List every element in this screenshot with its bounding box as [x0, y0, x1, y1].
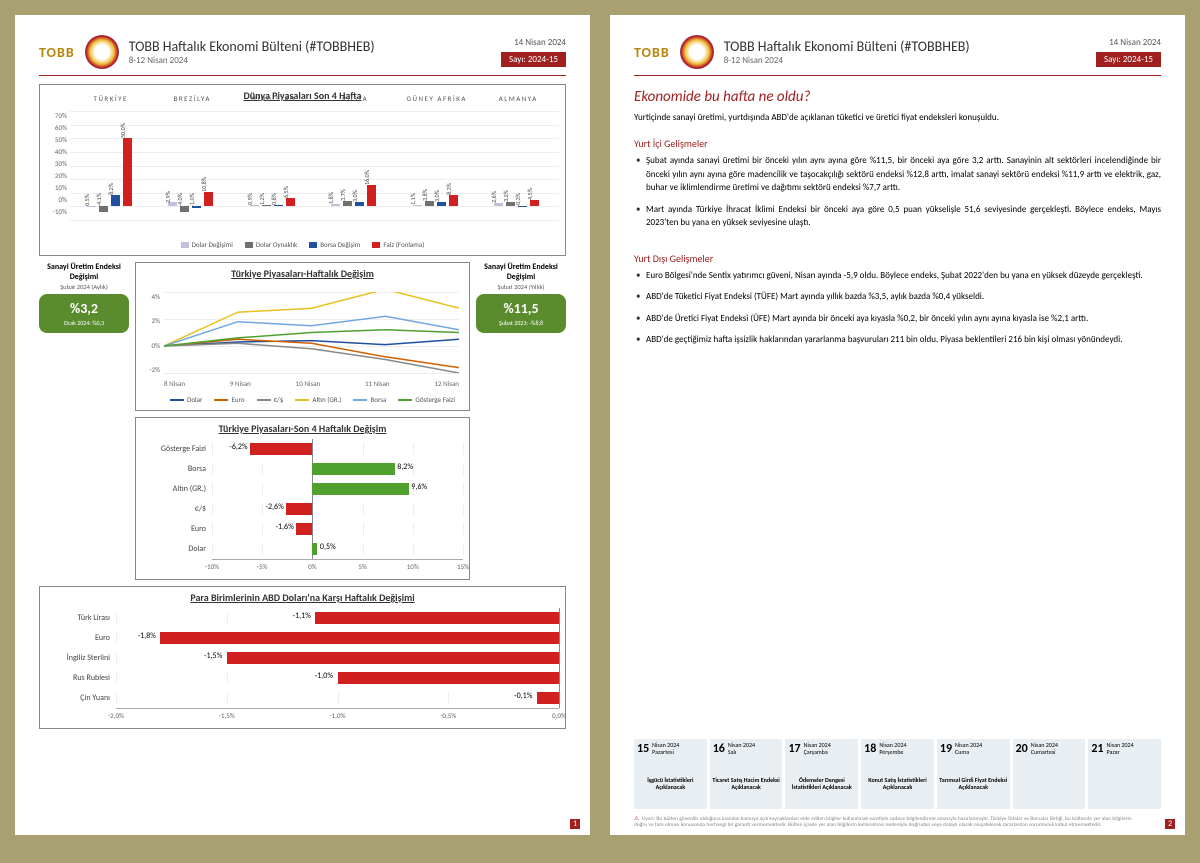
plot-area: TÜRKİYEBREZİLYAHİNDİSTANRUSYAGÜNEY AFRİK… — [70, 106, 559, 236]
tobb-logo-icon — [680, 35, 714, 69]
title-block: TOBB Haftalık Ekonomi Bülteni (#TOBBHEB)… — [724, 38, 1086, 66]
title-block: TOBB Haftalık Ekonomi Bülteni (#TOBBHEB)… — [129, 38, 491, 66]
lead-text: Yurtiçinde sanayi üretimi, yurtdışında A… — [634, 112, 1161, 123]
hbar-row: Dolar0,5% — [142, 539, 463, 559]
tobb-logo-icon — [85, 35, 119, 69]
kpi-badge: %11,5 Şubat 2023: -%8,8 — [476, 294, 566, 333]
date-range: 8-12 Nisan 2024 — [129, 55, 491, 66]
brand-text: TOBB — [634, 44, 670, 61]
issue-badge: Sayı: 2024-15 — [1096, 52, 1161, 67]
page-number: 2 — [1165, 819, 1175, 829]
publish-date: 14 Nisan 2024 — [501, 37, 566, 48]
list-item: Şubat ayında sanayi üretimi bir önceki y… — [634, 154, 1161, 195]
list-item: ABD'de Tüketici Fiyat Endeksi (TÜFE) Mar… — [634, 290, 1161, 304]
hbar-row: €/$-2,6% — [142, 499, 463, 519]
kpi-right: Sanayi Üretim Endeksi Değişimi Şubat 202… — [476, 262, 566, 411]
chart-title: Para Birimlerinin ABD Doları'na Karşı Ha… — [46, 591, 559, 604]
list-item: ABD'de geçtiğimiz hafta işsizlik hakları… — [634, 333, 1161, 347]
header: TOBB TOBB Haftalık Ekonomi Bülteni (#TOB… — [634, 35, 1161, 76]
disclaimer-text: Uyarı: Bu bülten güvenilir olduğuna inan… — [634, 816, 1145, 829]
calendar-cell: 15Nisan 2024Pazartesiİşgücü İstatistikle… — [634, 739, 707, 809]
kpi-title: Sanayi Üretim Endeksi Değişimi — [476, 262, 566, 282]
bulletin-title: TOBB Haftalık Ekonomi Bülteni (#TOBBHEB) — [724, 38, 1086, 55]
brand-text: TOBB — [39, 44, 75, 61]
list-item: ABD'de Üretici Fiyat Endeksi (ÜFE) Mart … — [634, 312, 1161, 326]
hbar-row: Çin Yuanı-0,1% — [46, 688, 559, 708]
legend: Dolar DeğişimiDolar OynaklıkBorsa Değişi… — [46, 240, 559, 249]
kpi-value: %11,5 — [480, 300, 562, 317]
weekly-line-chart: Türkiye Piyasaları-Haftalık Değişim 4%2%… — [135, 262, 470, 411]
page-2: TOBB TOBB Haftalık Ekonomi Bülteni (#TOB… — [610, 15, 1185, 835]
hbar-row: İngiliz Sterlini-1,5% — [46, 648, 559, 668]
calendar-row: 15Nisan 2024Pazartesiİşgücü İstatistikle… — [634, 739, 1161, 809]
hbar-row: Altın (GR.)9,6% — [142, 479, 463, 499]
publish-date: 14 Nisan 2024 — [1096, 37, 1161, 48]
legend: DolarEuro€/$Altın (GR.)BorsaGösterge Fai… — [162, 395, 463, 404]
hbar-row: Rus Rublesi-1,0% — [46, 668, 559, 688]
domestic-heading: Yurt İçi Gelişmeler — [634, 137, 1161, 150]
calendar-cell: 17Nisan 2024ÇarşambaÖdemeler Dengesi İst… — [785, 739, 858, 809]
kpi-previous: Ocak 2024: %0,3 — [43, 319, 125, 327]
kpi-title: Sanayi Üretim Endeksi Değişimi — [39, 262, 129, 282]
calendar-cell: 16Nisan 2024SalıTicaret Satış Hacim Ende… — [710, 739, 783, 809]
calendar-cell: 19Nisan 2024CumaTarımsal Girdi Fiyat End… — [937, 739, 1010, 809]
x-axis: 8 Nisan9 Nisan10 Nisan11 Nisan12 Nisan — [164, 379, 459, 388]
international-list: Euro Bölgesi'nde Sentix yatırımcı güveni… — [634, 269, 1161, 355]
issue-badge: Sayı: 2024-15 — [501, 52, 566, 67]
bars: Türk Lirası-1,1%Euro-1,8%İngiliz Sterlin… — [46, 608, 559, 708]
international-heading: Yurt Dışı Gelişmeler — [634, 252, 1161, 265]
kpi-subtitle: Şubat 2024 (Aylık) — [39, 283, 129, 291]
y-axis: 4%2%0%-2% — [142, 292, 160, 374]
page-1: TOBB TOBB Haftalık Ekonomi Bülteni (#TOB… — [15, 15, 590, 835]
domestic-list: Şubat ayında sanayi üretimi bir önceki y… — [634, 154, 1161, 238]
chart-title: Türkiye Piyasaları-Son 4 Haftalık Değişi… — [142, 422, 463, 435]
hbar-row: Euro-1,8% — [46, 628, 559, 648]
world-markets-chart: Dünya Piyasaları Son 4 Hafta 70%60%50%40… — [39, 84, 566, 256]
fx-hbar-chart: Para Birimlerinin ABD Doları'na Karşı Ha… — [39, 586, 566, 729]
y-axis: 70%60%50%40%30%20%10%0%-10% — [46, 106, 70, 216]
kpi-value: %3,2 — [43, 300, 125, 317]
list-item: Euro Bölgesi'nde Sentix yatırımcı güveni… — [634, 269, 1161, 283]
four-week-hbar-chart: Türkiye Piyasaları-Son 4 Haftalık Değişi… — [135, 417, 470, 580]
x-axis: -10%-5%0%5%10%15% — [212, 559, 463, 573]
page-number: 1 — [570, 819, 580, 829]
hbar-row: Gösterge Faizi-6,2% — [142, 439, 463, 459]
hbar-row: Borsa8,2% — [142, 459, 463, 479]
calendar-cell: 20Nisan 2024Cumartesi — [1013, 739, 1086, 809]
chart-title: Türkiye Piyasaları-Haftalık Değişim — [142, 267, 463, 280]
x-axis: -2,0%-1,5%-1,0%-0,5%0,0% — [116, 708, 559, 722]
hbar-row: Euro-1,6% — [142, 519, 463, 539]
header-right: 14 Nisan 2024 Sayı: 2024-15 — [1096, 37, 1161, 67]
bulletin-title: TOBB Haftalık Ekonomi Bülteni (#TOBBHEB) — [129, 38, 491, 55]
calendar-cell: 21Nisan 2024Pazar — [1088, 739, 1161, 809]
header-right: 14 Nisan 2024 Sayı: 2024-15 — [501, 37, 566, 67]
calendar-cell: 18Nisan 2024PerşembeKonut Satış İstatist… — [861, 739, 934, 809]
kpi-left: Sanayi Üretim Endeksi Değişimi Şubat 202… — [39, 262, 129, 411]
kpi-previous: Şubat 2023: -%8,8 — [480, 319, 562, 327]
kpi-badge: %3,2 Ocak 2024: %0,3 — [39, 294, 129, 333]
header: TOBB TOBB Haftalık Ekonomi Bülteni (#TOB… — [39, 35, 566, 76]
hbar-row: Türk Lirası-1,1% — [46, 608, 559, 628]
list-item: Mart ayında Türkiye İhracat İklimi Endek… — [634, 203, 1161, 230]
plot-area — [164, 292, 459, 374]
middle-row: Sanayi Üretim Endeksi Değişimi Şubat 202… — [39, 262, 566, 411]
article-title: Ekonomide bu hafta ne oldu? — [634, 88, 1161, 106]
bars: Gösterge Faizi-6,2%Borsa8,2%Altın (GR.)9… — [142, 439, 463, 559]
kpi-subtitle: Şubat 2024 (Yıllık) — [476, 283, 566, 291]
date-range: 8-12 Nisan 2024 — [724, 55, 1086, 66]
